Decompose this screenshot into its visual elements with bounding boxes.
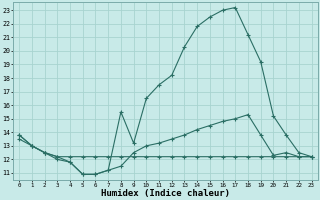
X-axis label: Humidex (Indice chaleur): Humidex (Indice chaleur) — [101, 189, 230, 198]
